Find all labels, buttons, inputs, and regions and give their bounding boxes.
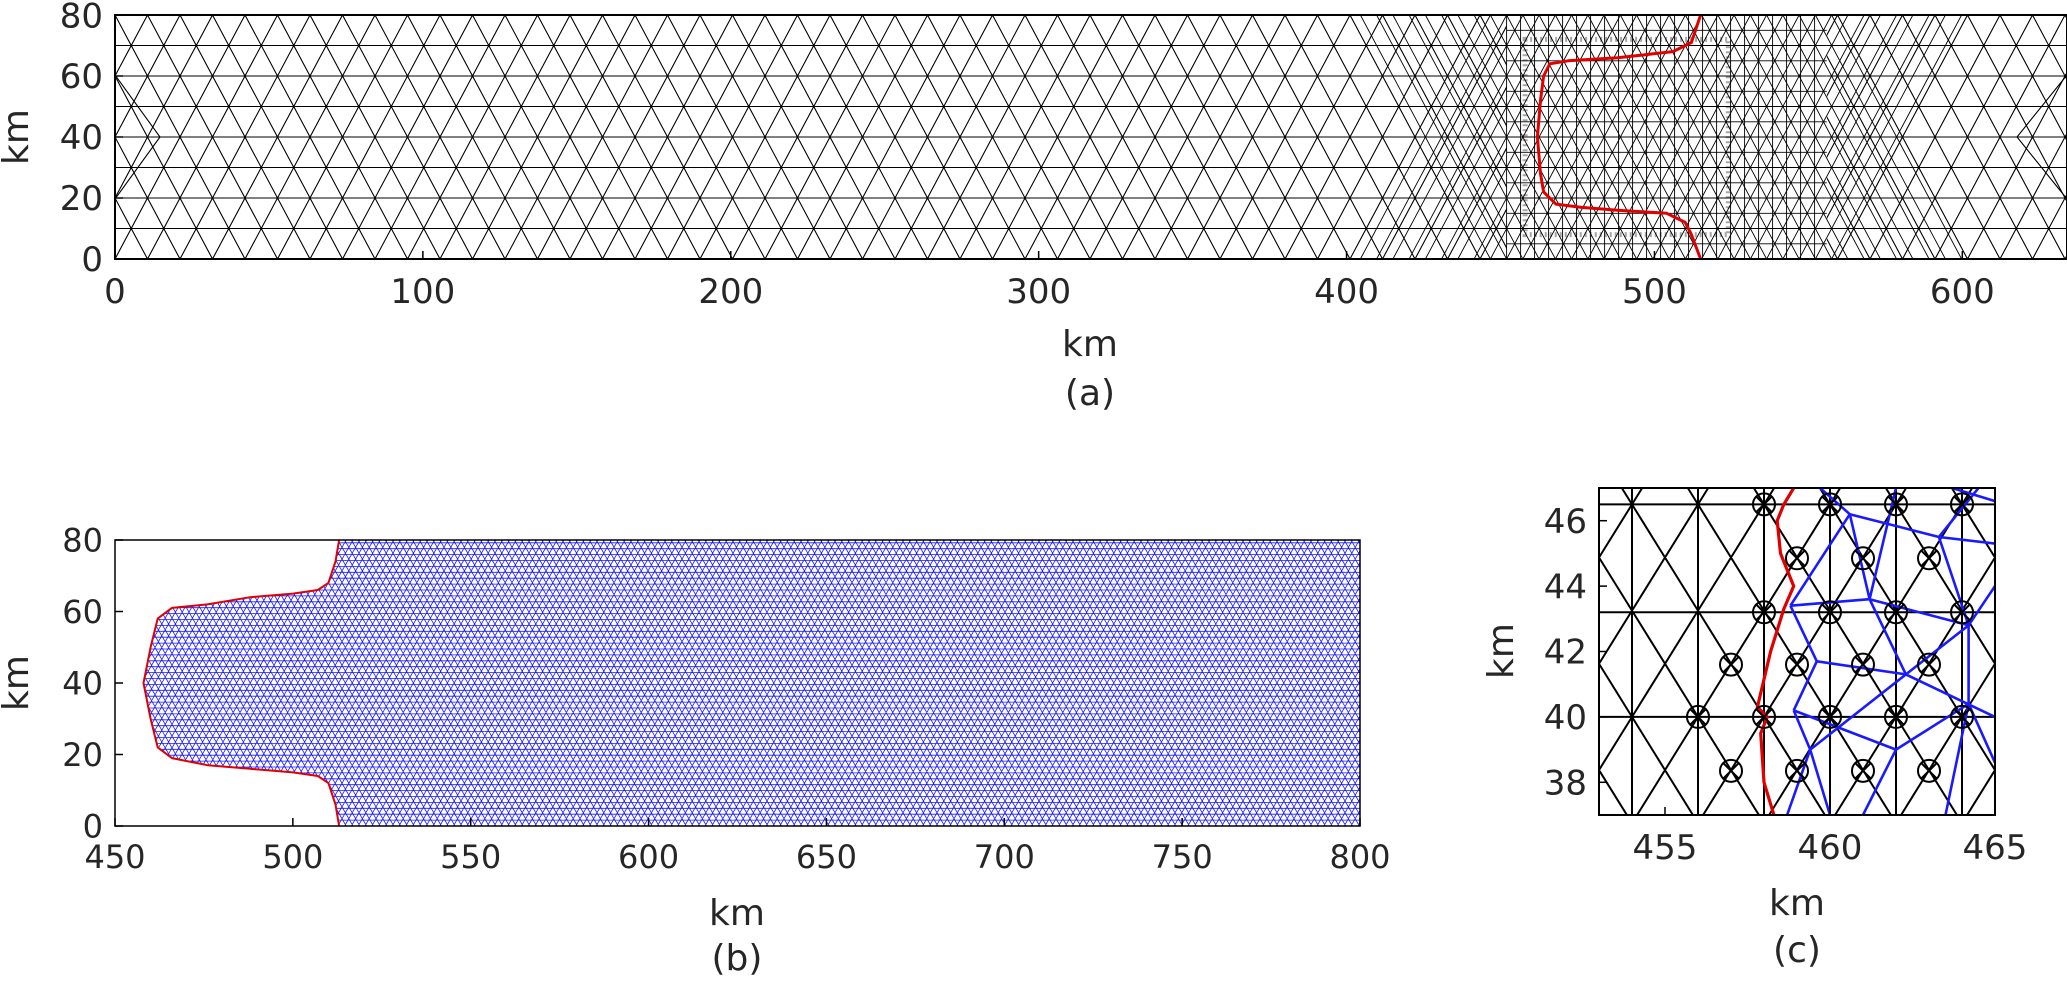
panel-a: 0 100 200 300 400 500 600 0 20 40 60 80 km km (a) xyxy=(0,0,2067,414)
panel-a-boundary xyxy=(1535,15,1703,259)
node-marker xyxy=(1785,652,1809,677)
node-marker xyxy=(1950,492,1974,517)
panel-a-x-ticks: 0 100 200 300 400 500 600 xyxy=(104,251,1995,312)
node-marker xyxy=(1851,546,1875,571)
panel-c-caption: (c) xyxy=(1773,930,1821,971)
boundary-line xyxy=(1755,488,1796,815)
blue-mesh-edges xyxy=(1785,488,1995,815)
panel-b-xlabel: km xyxy=(709,893,765,934)
panel-c-ylabel: km xyxy=(1481,623,1522,679)
x-tick-label: 465 xyxy=(1963,828,2028,868)
node-marker xyxy=(1719,758,1743,783)
dense-core xyxy=(1522,36,1731,238)
panel-b-axes-box xyxy=(114,539,1361,827)
y-tick-label: 44 xyxy=(1544,567,1587,607)
y-tick-label: 60 xyxy=(62,593,103,631)
x-tick-label: 800 xyxy=(1329,838,1390,876)
y-tick-label: 40 xyxy=(1544,698,1587,738)
panel-a-xlabel: km xyxy=(1062,324,1118,365)
y-tick-label: 20 xyxy=(60,179,103,219)
panel-c-boundary xyxy=(1755,488,1796,815)
x-tick-label: 200 xyxy=(698,272,763,312)
node-marker xyxy=(1917,546,1941,571)
y-tick-label: 60 xyxy=(60,57,103,97)
x-tick-label: 100 xyxy=(390,272,455,312)
mesh-edges xyxy=(143,540,1360,826)
x-tick-label: 600 xyxy=(618,838,679,876)
y-tick-label: 38 xyxy=(1544,764,1587,804)
panel-c-y-ticks: 38 40 42 44 46 xyxy=(1544,502,1607,804)
panel-c: 455 460 465 38 40 42 44 46 km km (c) xyxy=(1481,487,2028,971)
panel-b-plot-area xyxy=(142,540,1360,826)
node-marker xyxy=(1950,600,1974,625)
y-tick-label: 0 xyxy=(83,808,103,846)
panel-b-mesh-fill xyxy=(143,540,1360,826)
panel-b-mesh xyxy=(143,540,1360,826)
node-marker xyxy=(1752,704,1776,729)
panel-c-plot-area xyxy=(1599,488,1995,815)
x-tick-label: 500 xyxy=(262,838,323,876)
node-marker xyxy=(1884,704,1908,729)
y-tick-label: 80 xyxy=(62,522,103,560)
node-marker xyxy=(1752,492,1776,517)
node-marker xyxy=(1917,758,1941,783)
node-marker xyxy=(1917,652,1941,677)
x-tick-label: 300 xyxy=(1006,272,1071,312)
edge-elements xyxy=(115,74,2067,200)
x-tick-label: 0 xyxy=(104,272,126,312)
panel-c-nodes xyxy=(1686,492,1974,783)
refined-zone-verticals xyxy=(1506,15,1816,259)
y-tick-label: 42 xyxy=(1544,633,1587,673)
panel-a-plot-area xyxy=(115,15,2067,259)
x-tick-label: 550 xyxy=(440,838,501,876)
x-tick-label: 460 xyxy=(1798,828,1863,868)
node-marker xyxy=(1950,704,1974,729)
y-tick-label: 46 xyxy=(1544,502,1587,542)
y-tick-label: 20 xyxy=(62,736,103,774)
x-tick-label: 700 xyxy=(974,838,1035,876)
y-tick-label: 40 xyxy=(62,665,103,703)
node-marker xyxy=(1785,546,1809,571)
panel-a-mesh xyxy=(115,15,2067,259)
panel-c-x-ticks: 455 460 465 xyxy=(1633,807,2028,868)
x-tick-label: 400 xyxy=(1314,272,1379,312)
panel-a-y-ticks: 0 20 40 60 80 xyxy=(60,0,123,280)
panel-b-boundary xyxy=(142,540,341,826)
node-marker xyxy=(1818,704,1842,729)
node-marker xyxy=(1719,652,1743,677)
node-marker xyxy=(1851,758,1875,783)
node-marker xyxy=(1884,492,1908,517)
x-tick-label: 455 xyxy=(1633,828,1698,868)
panel-a-caption: (a) xyxy=(1065,373,1115,414)
y-tick-label: 0 xyxy=(81,240,103,280)
node-marker xyxy=(1752,600,1776,625)
panel-c-xlabel: km xyxy=(1769,883,1825,924)
node-marker xyxy=(1884,600,1908,625)
x-tick-label: 650 xyxy=(796,838,857,876)
panel-b-ylabel: km xyxy=(0,655,37,711)
node-marker xyxy=(1818,492,1842,517)
x-tick-label: 500 xyxy=(1622,272,1687,312)
node-marker xyxy=(1818,600,1842,625)
x-tick-label: 450 xyxy=(84,838,145,876)
y-tick-label: 40 xyxy=(60,118,103,158)
node-marker xyxy=(1785,758,1809,783)
mesh-edges xyxy=(1360,15,1962,259)
panel-a-ylabel: km xyxy=(0,109,37,165)
boundary-line xyxy=(142,540,341,826)
panel-b-y-ticks: 0 20 40 60 80 xyxy=(62,522,123,846)
x-tick-label: 750 xyxy=(1152,838,1213,876)
boundary-line xyxy=(1535,15,1703,259)
node-marker xyxy=(1686,704,1710,729)
y-tick-label: 80 xyxy=(60,0,103,36)
node-marker xyxy=(1851,652,1875,677)
panel-b-x-ticks: 450 500 550 600 650 700 750 800 xyxy=(84,818,1391,876)
panel-b: 450 500 550 600 650 700 750 800 0 20 40 60 80 km km… xyxy=(0,522,1391,979)
x-tick-label: 600 xyxy=(1930,272,1995,312)
panel-b-caption: (b) xyxy=(712,938,763,979)
